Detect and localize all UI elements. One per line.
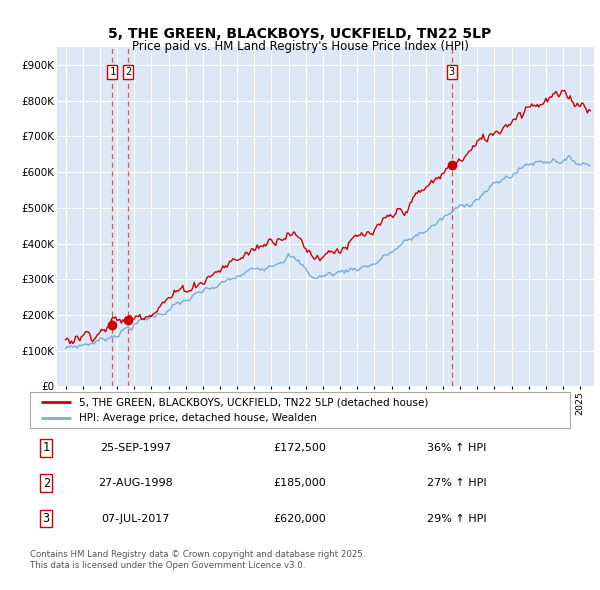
Text: This data is licensed under the Open Government Licence v3.0.: This data is licensed under the Open Gov… (30, 561, 305, 570)
Text: 36% ↑ HPI: 36% ↑ HPI (427, 443, 486, 453)
Text: £620,000: £620,000 (274, 514, 326, 523)
Text: 2: 2 (43, 477, 50, 490)
Text: 27-AUG-1998: 27-AUG-1998 (98, 478, 173, 488)
Text: HPI: Average price, detached house, Wealden: HPI: Average price, detached house, Weal… (79, 413, 316, 423)
Text: 5, THE GREEN, BLACKBOYS, UCKFIELD, TN22 5LP: 5, THE GREEN, BLACKBOYS, UCKFIELD, TN22 … (109, 27, 491, 41)
Text: 07-JUL-2017: 07-JUL-2017 (101, 514, 169, 523)
Text: 3: 3 (43, 512, 50, 525)
Text: Price paid vs. HM Land Registry's House Price Index (HPI): Price paid vs. HM Land Registry's House … (131, 40, 469, 53)
Text: 2: 2 (125, 67, 131, 77)
Text: 5, THE GREEN, BLACKBOYS, UCKFIELD, TN22 5LP (detached house): 5, THE GREEN, BLACKBOYS, UCKFIELD, TN22 … (79, 397, 428, 407)
Text: 3: 3 (449, 67, 455, 77)
Text: Contains HM Land Registry data © Crown copyright and database right 2025.: Contains HM Land Registry data © Crown c… (30, 550, 365, 559)
Text: 27% ↑ HPI: 27% ↑ HPI (427, 478, 487, 488)
Text: 1: 1 (109, 67, 116, 77)
Text: £185,000: £185,000 (274, 478, 326, 488)
Text: 25-SEP-1997: 25-SEP-1997 (100, 443, 171, 453)
Text: £172,500: £172,500 (274, 443, 326, 453)
Text: 29% ↑ HPI: 29% ↑ HPI (427, 514, 487, 523)
Text: 1: 1 (43, 441, 50, 454)
